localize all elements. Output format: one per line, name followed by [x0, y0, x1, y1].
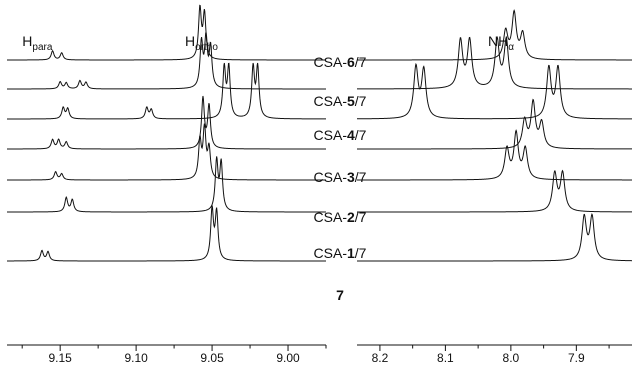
spectrum-trace-left-2: [7, 32, 326, 90]
sample-label: CSA-1/7: [314, 245, 367, 261]
spectrum-trace-right-7: [357, 213, 632, 262]
annotation-base: H: [22, 33, 32, 49]
sample-label-suffix: /7: [355, 209, 367, 225]
annotation-subscript: ortho: [195, 42, 218, 53]
sample-label-suffix: /7: [355, 245, 367, 261]
tick-label-left: 9.15: [48, 351, 72, 365]
tick-label-left: 9.00: [276, 351, 300, 365]
sample-label-suffix: /7: [355, 127, 367, 143]
sample-label: CSA-5/7: [314, 93, 367, 109]
tick-label-right: 8.2: [372, 351, 389, 365]
spectrum-trace-left-6: [7, 156, 327, 213]
spectrum-trace-left-4: [7, 95, 326, 150]
spectrum-trace-right-2: [357, 36, 632, 90]
sample-label: CSA-6/7: [314, 54, 367, 70]
region-annotation-ortho: Hortho: [185, 33, 218, 53]
tick-label-right: 8.0: [503, 351, 520, 365]
right-spectra-panel: 8.2 8.1 8.0 7.9 NHα: [357, 9, 632, 365]
sample-label: 7: [336, 287, 344, 303]
region-annotation-: NHα: [488, 33, 514, 53]
sample-label-prefix: CSA-: [314, 209, 348, 225]
spectrum-trace-left-3: [7, 62, 326, 120]
sample-label-compound: 1: [347, 245, 355, 261]
spectrum-trace-left-7: [6, 205, 326, 262]
sample-label-compound: 5: [347, 93, 355, 109]
sample-label-compound: 4: [347, 127, 355, 143]
spectrum-trace-right-3: [357, 62, 632, 120]
sample-label-prefix: CSA-: [314, 93, 348, 109]
sample-label-compound: 3: [347, 169, 355, 185]
sample-label-prefix: CSA-: [314, 54, 348, 70]
sample-label-suffix: /7: [355, 93, 367, 109]
spectrum-trace-right-6: [357, 169, 632, 213]
annotation-base: NH: [488, 33, 508, 49]
sample-label-compound: 6: [347, 54, 355, 70]
spectrum-trace-left-5: [7, 123, 326, 181]
annotation-subscript: para: [32, 42, 52, 53]
region-annotation-para: Hpara: [22, 33, 53, 53]
annotation-subscript: α: [508, 42, 514, 53]
tick-label-left: 9.10: [124, 351, 148, 365]
tick-label-left: 9.05: [200, 351, 224, 365]
sample-label-compound: 7: [336, 287, 344, 303]
sample-label-compound: 2: [347, 209, 355, 225]
sample-label-prefix: CSA-: [314, 127, 348, 143]
sample-label: CSA-2/7: [314, 209, 367, 225]
sample-label-prefix: CSA-: [314, 245, 348, 261]
sample-label-column: CSA-6/7CSA-5/7CSA-4/7CSA-3/7CSA-2/7CSA-1…: [314, 54, 367, 303]
sample-label: CSA-4/7: [314, 127, 367, 143]
sample-label-suffix: /7: [355, 169, 367, 185]
spectrum-trace-left-1: [7, 4, 326, 61]
sample-label-prefix: CSA-: [314, 169, 348, 185]
tick-label-right: 7.9: [568, 351, 585, 365]
sample-label: CSA-3/7: [314, 169, 367, 185]
tick-label-right: 8.1: [437, 351, 454, 365]
spectrum-trace-right-5: [357, 129, 632, 181]
spectrum-trace-right-4: [357, 98, 632, 150]
annotation-base: H: [185, 33, 195, 49]
sample-label-suffix: /7: [355, 54, 367, 70]
